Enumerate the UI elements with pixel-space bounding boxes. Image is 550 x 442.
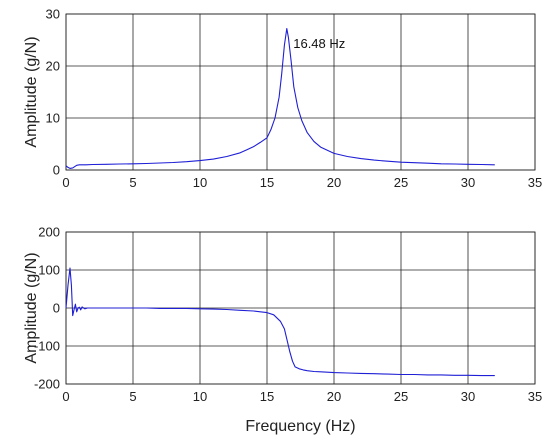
x-axis-label: Frequency (Hz) [245, 418, 355, 435]
phase-y-axis-label: Amplitude (g/N) [23, 252, 40, 363]
phase-y-ticks: -200 -100 0 100 200 [34, 225, 60, 392]
phase-x-tick-label: 15 [260, 389, 274, 404]
magnitude-x-tick-label: 30 [461, 175, 475, 190]
magnitude-series-line [65, 28, 495, 169]
magnitude-y-axis-label: Amplitude (g/N) [23, 36, 40, 147]
magnitude-x-tick-label: 10 [193, 175, 207, 190]
magnitude-plot-panel: 0 5 10 15 20 25 30 35 0 10 20 30 16.48 Hz Amplitud… [23, 7, 542, 191]
peak-frequency-annotation: 16.48 Hz [293, 36, 345, 51]
phase-plot-panel: 0 5 10 15 20 25 30 35 -200 -100 0 100 200 Amplitude… [23, 225, 542, 436]
phase-y-tick-label: 0 [53, 301, 60, 316]
phase-y-tick-label: 200 [38, 225, 60, 240]
magnitude-y-tick-label: 30 [46, 7, 60, 22]
phase-x-tick-label: 0 [62, 389, 69, 404]
phase-x-tick-label: 25 [394, 389, 408, 404]
magnitude-plot-frame [65, 13, 536, 171]
magnitude-x-tick-label: 5 [129, 175, 136, 190]
magnitude-x-tick-label: 20 [327, 175, 341, 190]
magnitude-y-tick-label: 0 [53, 163, 60, 178]
phase-x-tick-label: 30 [461, 389, 475, 404]
magnitude-x-tick-label: 15 [260, 175, 274, 190]
magnitude-y-ticks: 0 10 20 30 [46, 7, 60, 178]
phase-x-tick-label: 20 [327, 389, 341, 404]
phase-y-tick-label: -100 [34, 339, 60, 354]
phase-x-tick-label: 5 [129, 389, 136, 404]
phase-x-tick-label: 35 [528, 389, 542, 404]
phase-x-tick-label: 10 [193, 389, 207, 404]
phase-y-tick-label: -200 [34, 377, 60, 392]
magnitude-y-tick-label: 10 [46, 111, 60, 126]
phase-y-tick-label: 100 [38, 263, 60, 278]
magnitude-x-tick-label: 0 [62, 175, 69, 190]
magnitude-x-ticks: 0 5 10 15 20 25 30 35 [62, 175, 542, 190]
magnitude-y-tick-label: 20 [46, 59, 60, 74]
magnitude-x-tick-label: 25 [394, 175, 408, 190]
phase-series-line [65, 267, 495, 377]
phase-x-ticks: 0 5 10 15 20 25 30 35 [62, 389, 542, 404]
magnitude-x-tick-label: 35 [528, 175, 542, 190]
